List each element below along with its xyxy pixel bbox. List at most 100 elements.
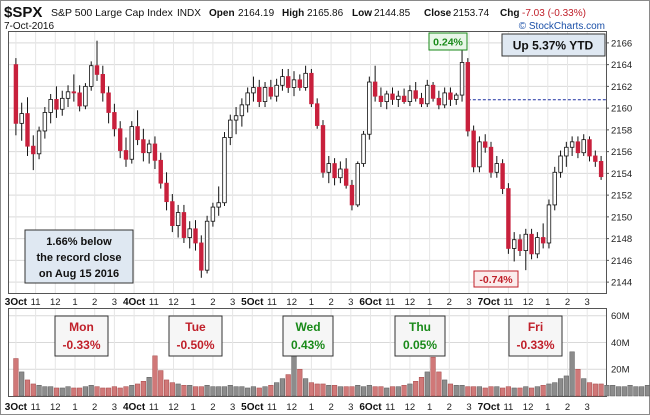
candle-up [443,93,447,105]
volume-bar [124,387,129,396]
candle-down [165,183,169,201]
x-tick-label: 3 [230,402,235,413]
x-tick-label: 2 [328,402,333,413]
volume-bar [118,388,123,396]
volume-bar [350,387,355,396]
volume-bar [77,388,82,396]
volume-bar [228,385,233,396]
candle-up [397,96,401,99]
chg-value: -7.03 (-0.33%) [522,8,586,19]
volume-bar [622,387,627,396]
x-tick-label: 11 [503,402,513,413]
record-note-line-1: 1.66% below [46,236,112,248]
x-tick-label: 12 [523,297,534,308]
day-box-wed: Wed 0.43% [283,316,333,356]
x-tick-label: 12 [286,297,297,308]
exchange-label: INDX [177,8,201,19]
candle-down [136,127,140,140]
candle-up [49,99,53,112]
volume-bar [605,385,610,396]
candle-up [147,144,151,153]
candle-up [223,137,227,202]
candle-up [327,164,331,173]
candle-down [466,62,470,131]
volume-bar [634,387,639,396]
candle-down [588,140,592,156]
candle-down [286,77,290,88]
x-tick-label: 3 [348,297,353,308]
volume-bar [43,387,48,396]
candle-down [26,114,30,147]
high-value: 2165.86 [307,8,344,19]
candle-up [130,127,134,160]
volume-bar [292,353,297,396]
day-pct-tue: -0.50% [176,338,214,352]
volume-bar [390,387,395,396]
candle-down [257,87,261,101]
candle-up [211,207,215,221]
volume-bar [54,388,59,396]
volume-bar [315,384,320,396]
candle-up [454,95,458,99]
x-tick-label: 11 [267,402,277,413]
volume-bar [489,387,494,396]
day-label-mon: Mon [69,320,94,334]
record-note-line-2: the record close [37,252,122,264]
volume-bar [95,387,100,396]
volume-bar [471,387,476,396]
x-tick-label: 4Oct [123,297,146,308]
volume-bar [419,377,424,396]
volume-bar [576,369,581,396]
candle-up [43,112,47,130]
candle-down [107,93,111,113]
high-label: High [282,8,304,19]
volume-bar [529,388,534,396]
top-pct-text: 0.24% [433,37,463,49]
volume-tick-label: 60M [611,311,630,322]
volume-bar [558,379,563,396]
x-tick-label: 3 [585,402,590,413]
volume-bar [483,388,488,396]
volume-bar [587,383,592,396]
candle-up [356,164,360,205]
volume-bar [564,376,569,396]
volume-bar [379,387,384,396]
x-tick-label: 6Oct [359,297,382,308]
day-label-tue: Tue [185,320,206,334]
volume-bar [541,385,546,396]
volume-bar [60,388,65,396]
volume-bar [413,381,418,396]
candle-down [142,140,146,153]
x-tick-label: 2 [210,402,215,413]
volume-bar [251,387,256,396]
candle-up [547,205,551,243]
candle-up [228,120,232,137]
volume-bar [616,387,621,396]
record-note-box: 1.66% below the record close on Aug 15 2… [25,230,133,283]
record-note-line-3: on Aug 15 2016 [39,268,119,280]
watermark: © StockCharts.com [519,21,605,32]
volume-bar [89,385,94,396]
close-label: Close [424,8,452,19]
candle-down [95,66,99,75]
candle-down [414,91,418,99]
x-tick-label: 1 [72,297,77,308]
open-label: Open [209,8,235,19]
x-tick-label: 12 [50,297,61,308]
volume-bar [466,387,471,396]
volume-tick-label: 40M [611,338,630,349]
price-tick-label: 2156 [611,147,632,158]
candle-up [408,91,412,102]
candle-up [275,85,279,96]
x-tick-label: 1 [309,297,314,308]
volume-bar [506,387,511,396]
x-tick-label: 2 [92,297,97,308]
day-box-tue: Tue -0.50% [169,316,222,356]
candle-up [188,229,192,238]
ytd-box: Up 5.37% YTD [502,34,605,56]
volume-bar [170,383,175,396]
x-tick-label: 3 [466,297,471,308]
volume-bar [19,372,24,396]
chg-label: Chg [500,8,519,19]
